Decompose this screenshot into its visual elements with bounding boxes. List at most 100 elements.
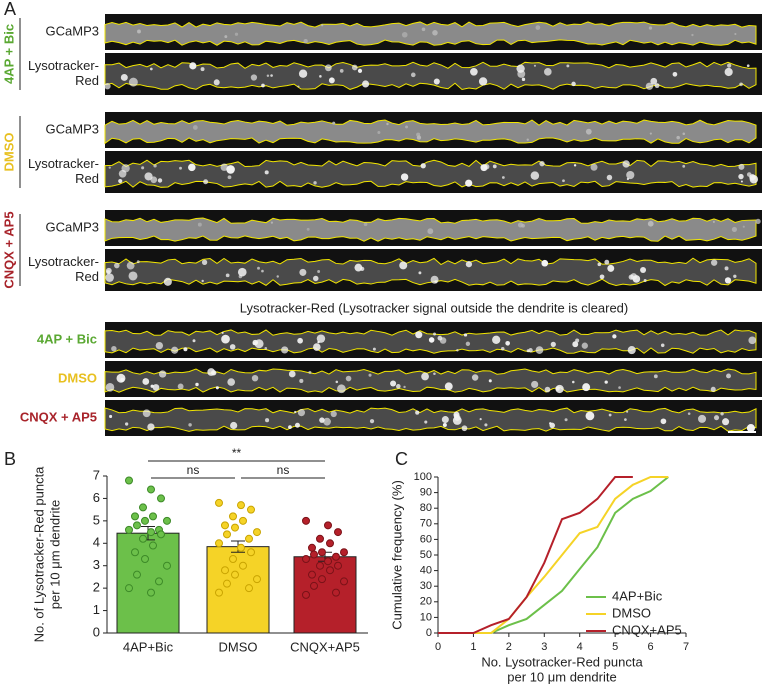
puncta <box>720 412 724 416</box>
puncta <box>599 274 605 280</box>
puncta <box>317 340 320 344</box>
puncta <box>434 280 438 284</box>
puncta <box>727 63 732 68</box>
puncta <box>710 386 716 392</box>
puncta <box>465 341 471 346</box>
puncta <box>321 24 324 27</box>
puncta <box>288 425 292 430</box>
puncta <box>687 412 691 415</box>
puncta <box>155 341 164 350</box>
data-point <box>163 516 171 525</box>
puncta <box>189 62 197 70</box>
row-label: Red <box>75 73 99 88</box>
puncta <box>572 341 579 348</box>
puncta <box>276 275 279 278</box>
row-label: Red <box>75 269 99 284</box>
puncta <box>224 35 228 39</box>
puncta <box>581 342 588 349</box>
y-tick-label: 3 <box>93 557 100 572</box>
row-label: Lysotracker- <box>28 254 99 269</box>
puncta <box>192 125 198 130</box>
puncta <box>313 181 317 185</box>
x-axis-label: per 10 μm dendrite <box>507 669 616 684</box>
puncta <box>227 378 236 386</box>
puncta <box>120 73 128 81</box>
panel-label: A <box>4 0 16 19</box>
puncta <box>179 166 182 170</box>
puncta <box>250 74 258 81</box>
data-point <box>223 579 231 588</box>
x-tick-label: 1 <box>470 641 476 653</box>
y-tick-label: 40 <box>420 565 432 577</box>
cleared-title: Lysotracker-Red (Lysotracker signal outs… <box>240 300 629 315</box>
puncta <box>299 268 307 276</box>
puncta <box>195 382 199 387</box>
puncta <box>203 179 209 185</box>
data-point <box>308 570 316 579</box>
puncta <box>150 384 154 388</box>
dendrite <box>104 368 757 393</box>
puncta <box>418 271 422 275</box>
puncta <box>632 275 641 283</box>
puncta <box>650 77 658 85</box>
puncta <box>749 175 759 184</box>
puncta <box>724 277 732 284</box>
puncta <box>740 180 743 183</box>
y-tick-label: 60 <box>420 533 432 545</box>
puncta <box>270 74 273 77</box>
puncta <box>444 382 453 391</box>
puncta <box>111 345 117 352</box>
data-point <box>302 554 310 563</box>
data-point <box>139 534 147 543</box>
puncta <box>319 417 325 423</box>
puncta <box>454 414 461 421</box>
puncta <box>575 338 580 343</box>
puncta <box>158 370 167 378</box>
puncta <box>415 410 420 415</box>
puncta <box>201 259 208 265</box>
puncta <box>183 347 188 352</box>
bar <box>116 532 180 634</box>
row-label: CNQX + AP5 <box>20 409 97 424</box>
puncta <box>622 160 630 168</box>
puncta <box>142 409 151 418</box>
puncta <box>535 346 544 354</box>
puncta <box>118 178 123 184</box>
puncta <box>266 74 270 77</box>
puncta <box>465 179 473 187</box>
puncta <box>648 26 653 30</box>
data-point <box>253 575 261 584</box>
puncta <box>150 176 158 184</box>
puncta <box>660 418 667 425</box>
significance-label: ns <box>277 463 290 477</box>
puncta <box>478 77 488 86</box>
puncta <box>492 335 501 344</box>
puncta <box>368 373 372 377</box>
puncta <box>316 334 326 343</box>
puncta <box>626 170 635 180</box>
y-axis-label: Cumulative frequency (%) <box>389 480 404 630</box>
puncta <box>682 132 686 136</box>
puncta <box>297 85 300 88</box>
puncta <box>470 67 478 76</box>
data-point <box>302 590 310 599</box>
puncta <box>120 377 125 382</box>
puncta <box>192 339 196 343</box>
data-point <box>133 521 141 530</box>
y-tick-label: 5 <box>93 512 100 527</box>
puncta <box>357 68 363 73</box>
puncta <box>649 132 652 135</box>
puncta <box>442 422 447 427</box>
x-tick-label: CNQX+AP5 <box>290 639 360 654</box>
data-point <box>141 516 149 525</box>
data-point <box>229 554 237 563</box>
puncta <box>585 411 595 421</box>
data-point <box>318 575 326 584</box>
puncta <box>298 69 308 78</box>
puncta <box>618 386 621 389</box>
row-label: 4AP + Bic <box>37 331 97 346</box>
puncta <box>354 263 363 272</box>
puncta <box>585 128 592 135</box>
puncta <box>294 410 297 414</box>
puncta <box>626 410 629 413</box>
